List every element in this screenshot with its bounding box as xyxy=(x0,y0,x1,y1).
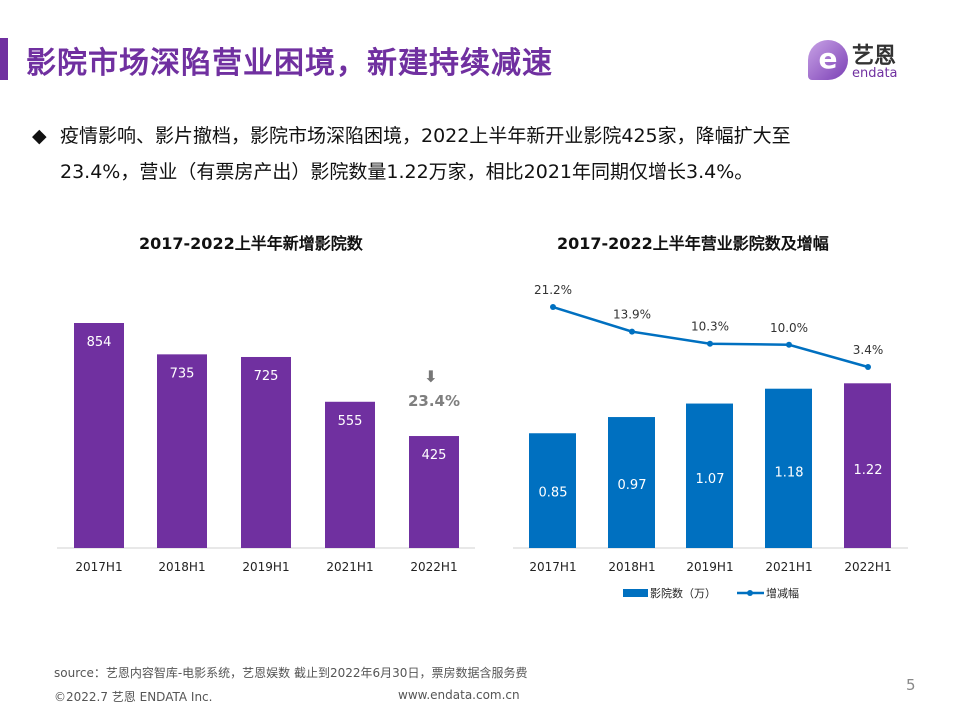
bar-data-label: 1.18 xyxy=(775,465,804,480)
x-tick-label: 2021H1 xyxy=(326,560,373,574)
x-tick-label: 2019H1 xyxy=(686,560,733,574)
line-data-label: 3.4% xyxy=(853,343,884,357)
diamond-bullet-icon: ◆ xyxy=(32,125,47,147)
x-tick-label: 2018H1 xyxy=(608,560,655,574)
page-title: 影院市场深陷营业困境，新建持续减速 xyxy=(26,46,553,81)
legend-line-marker xyxy=(747,590,753,596)
bar-data-label: 555 xyxy=(338,414,363,429)
line-data-label: 21.2% xyxy=(534,283,572,297)
logo-mark: e xyxy=(808,40,848,80)
copyright: ©2022.7 艺恩 ENDATA Inc. xyxy=(54,690,213,704)
line-data-label: 10.0% xyxy=(770,321,808,335)
arrow-down-icon: ⬇ xyxy=(424,367,437,386)
bar-data-label: 725 xyxy=(254,369,279,384)
bar xyxy=(409,436,459,548)
line-point xyxy=(629,328,635,335)
x-tick-label: 2019H1 xyxy=(242,560,289,574)
line-point xyxy=(707,340,713,347)
bar xyxy=(529,433,576,548)
bar-data-label: 735 xyxy=(170,366,195,381)
decline-annotation: 23.4% xyxy=(408,392,460,410)
legend-bar-swatch xyxy=(623,589,648,597)
page-number: 5 xyxy=(906,676,916,694)
x-tick-label: 2022H1 xyxy=(410,560,457,574)
x-tick-label: 2018H1 xyxy=(158,560,205,574)
bar-data-label: 0.97 xyxy=(618,478,647,493)
line-point xyxy=(786,341,792,348)
endata-logo: e 艺恩 endata xyxy=(808,38,928,86)
bar-data-label: 425 xyxy=(422,448,447,463)
x-tick-label: 2017H1 xyxy=(75,560,122,574)
x-tick-label: 2021H1 xyxy=(765,560,812,574)
logo-cn: 艺恩 xyxy=(852,44,897,69)
bar xyxy=(325,401,375,548)
growth-line xyxy=(552,305,869,369)
bar xyxy=(74,323,124,548)
bar xyxy=(686,403,733,548)
legend-line-label: 增减幅 xyxy=(766,586,799,600)
line-point xyxy=(550,304,556,311)
bar-data-label: 1.22 xyxy=(854,463,883,478)
bar-data-label: 0.85 xyxy=(539,485,568,500)
line-data-label: 13.9% xyxy=(613,308,651,322)
bar xyxy=(765,388,812,548)
bar xyxy=(844,383,891,548)
bar-data-label: 1.07 xyxy=(696,472,725,487)
logo-en: endata xyxy=(852,66,898,81)
bar xyxy=(608,417,655,548)
line-data-label: 10.3% xyxy=(691,320,729,334)
bar xyxy=(157,354,207,548)
title-accent-bar xyxy=(0,38,8,80)
line-point xyxy=(865,364,871,370)
legend-bar-label: 影院数（万） xyxy=(650,586,716,600)
bar xyxy=(241,356,291,548)
x-tick-label: 2017H1 xyxy=(529,560,576,574)
left-chart-title: 2017-2022上半年新增影院数 xyxy=(139,234,363,253)
website-link[interactable]: www.endata.com.cn xyxy=(398,688,520,702)
right-chart-title: 2017-2022上半年营业影院数及增幅 xyxy=(557,234,829,253)
bar-data-label: 854 xyxy=(87,335,112,350)
source-note: source：艺恩内容智库-电影系统，艺恩娱数 截止到2022年6月30日，票房… xyxy=(54,666,528,680)
x-tick-label: 2022H1 xyxy=(844,560,891,574)
summary-line-2: 23.4%，营业（有票房产出）影院数量1.22万家，相比2021年同期仅增长3.… xyxy=(60,161,754,183)
summary-line-1: 疫情影响、影片撤档，影院市场深陷困境，2022上半年新开业影院425家，降幅扩大… xyxy=(60,125,791,147)
